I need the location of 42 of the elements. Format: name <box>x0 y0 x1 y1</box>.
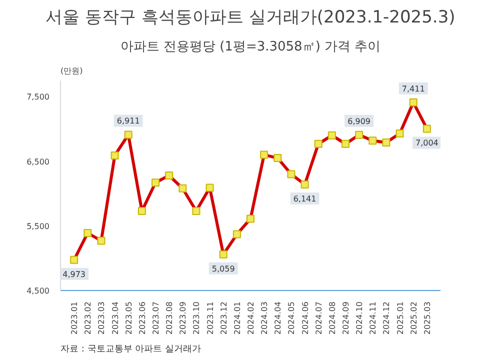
x-tick-label: 2023.06 <box>138 301 147 335</box>
x-tick-label: 2025.02 <box>409 301 418 335</box>
y-tick-label: 5,500 <box>26 222 50 231</box>
data-label: 7,004 <box>415 138 438 148</box>
data-label: 6,141 <box>293 194 316 204</box>
x-tick-label: 2024.02 <box>246 301 256 335</box>
x-tick-label: 2023.05 <box>124 301 134 335</box>
x-tick-label: 2024.04 <box>274 301 283 335</box>
data-label: 6,911 <box>116 116 140 126</box>
data-label: 5,059 <box>212 264 235 274</box>
x-tick-label: 2023.01 <box>70 301 80 335</box>
x-tick-label: 2024.06 <box>300 301 310 335</box>
x-tick-label: 2024.05 <box>287 301 296 335</box>
x-tick-label: 2023.04 <box>110 301 120 335</box>
chart-subtitle: 아파트 전용평당 (1평=3.3058㎡) 가격 추이 <box>120 40 381 54</box>
y-tick-label: 6,500 <box>26 157 50 166</box>
x-tick-label: 2024.12 <box>382 301 392 335</box>
text: 자료 : 국토교통부 아파트 실거래가 <box>60 344 201 354</box>
x-tick-label: 2024.09 <box>342 301 350 335</box>
x-tick-label: 2025.03 <box>422 301 432 335</box>
x-tick-label: 2023.03 <box>97 301 106 335</box>
chart-title: 서울 동작구 흑석동아파트 실거래가(2023.1-2025.3) <box>46 8 456 28</box>
x-tick-label: 2024.03 <box>260 301 270 335</box>
data-label: 4,973 <box>62 270 86 279</box>
y-axis-title: (만원) <box>60 66 83 76</box>
x-tick-label: 2023.02 <box>84 301 93 335</box>
x-tick-label: 2023.12 <box>219 301 228 335</box>
data-label: 7,411 <box>402 84 425 94</box>
x-tick-label: 2023.08 <box>165 301 174 335</box>
x-tick-label: 2024.11 <box>368 301 378 335</box>
x-tick-label: 2025.01 <box>396 301 405 335</box>
x-tick-label: 2023.07 <box>152 301 160 335</box>
x-tick-label: 2024.01 <box>232 301 242 335</box>
x-tick-label: 2023.09 <box>178 301 188 335</box>
y-tick-label: 4,500 <box>26 286 50 296</box>
data-label: 6,909 <box>348 116 371 126</box>
x-tick-label: 2023.10 <box>192 301 202 335</box>
x-tick-label: 2024.08 <box>328 301 337 335</box>
y-tick-label: 7,500 <box>26 92 50 102</box>
x-tick-label: 2023.11 <box>206 301 215 335</box>
x-tick-label: 2024.07 <box>314 301 324 335</box>
x-tick-label: 2024.10 <box>355 301 364 335</box>
